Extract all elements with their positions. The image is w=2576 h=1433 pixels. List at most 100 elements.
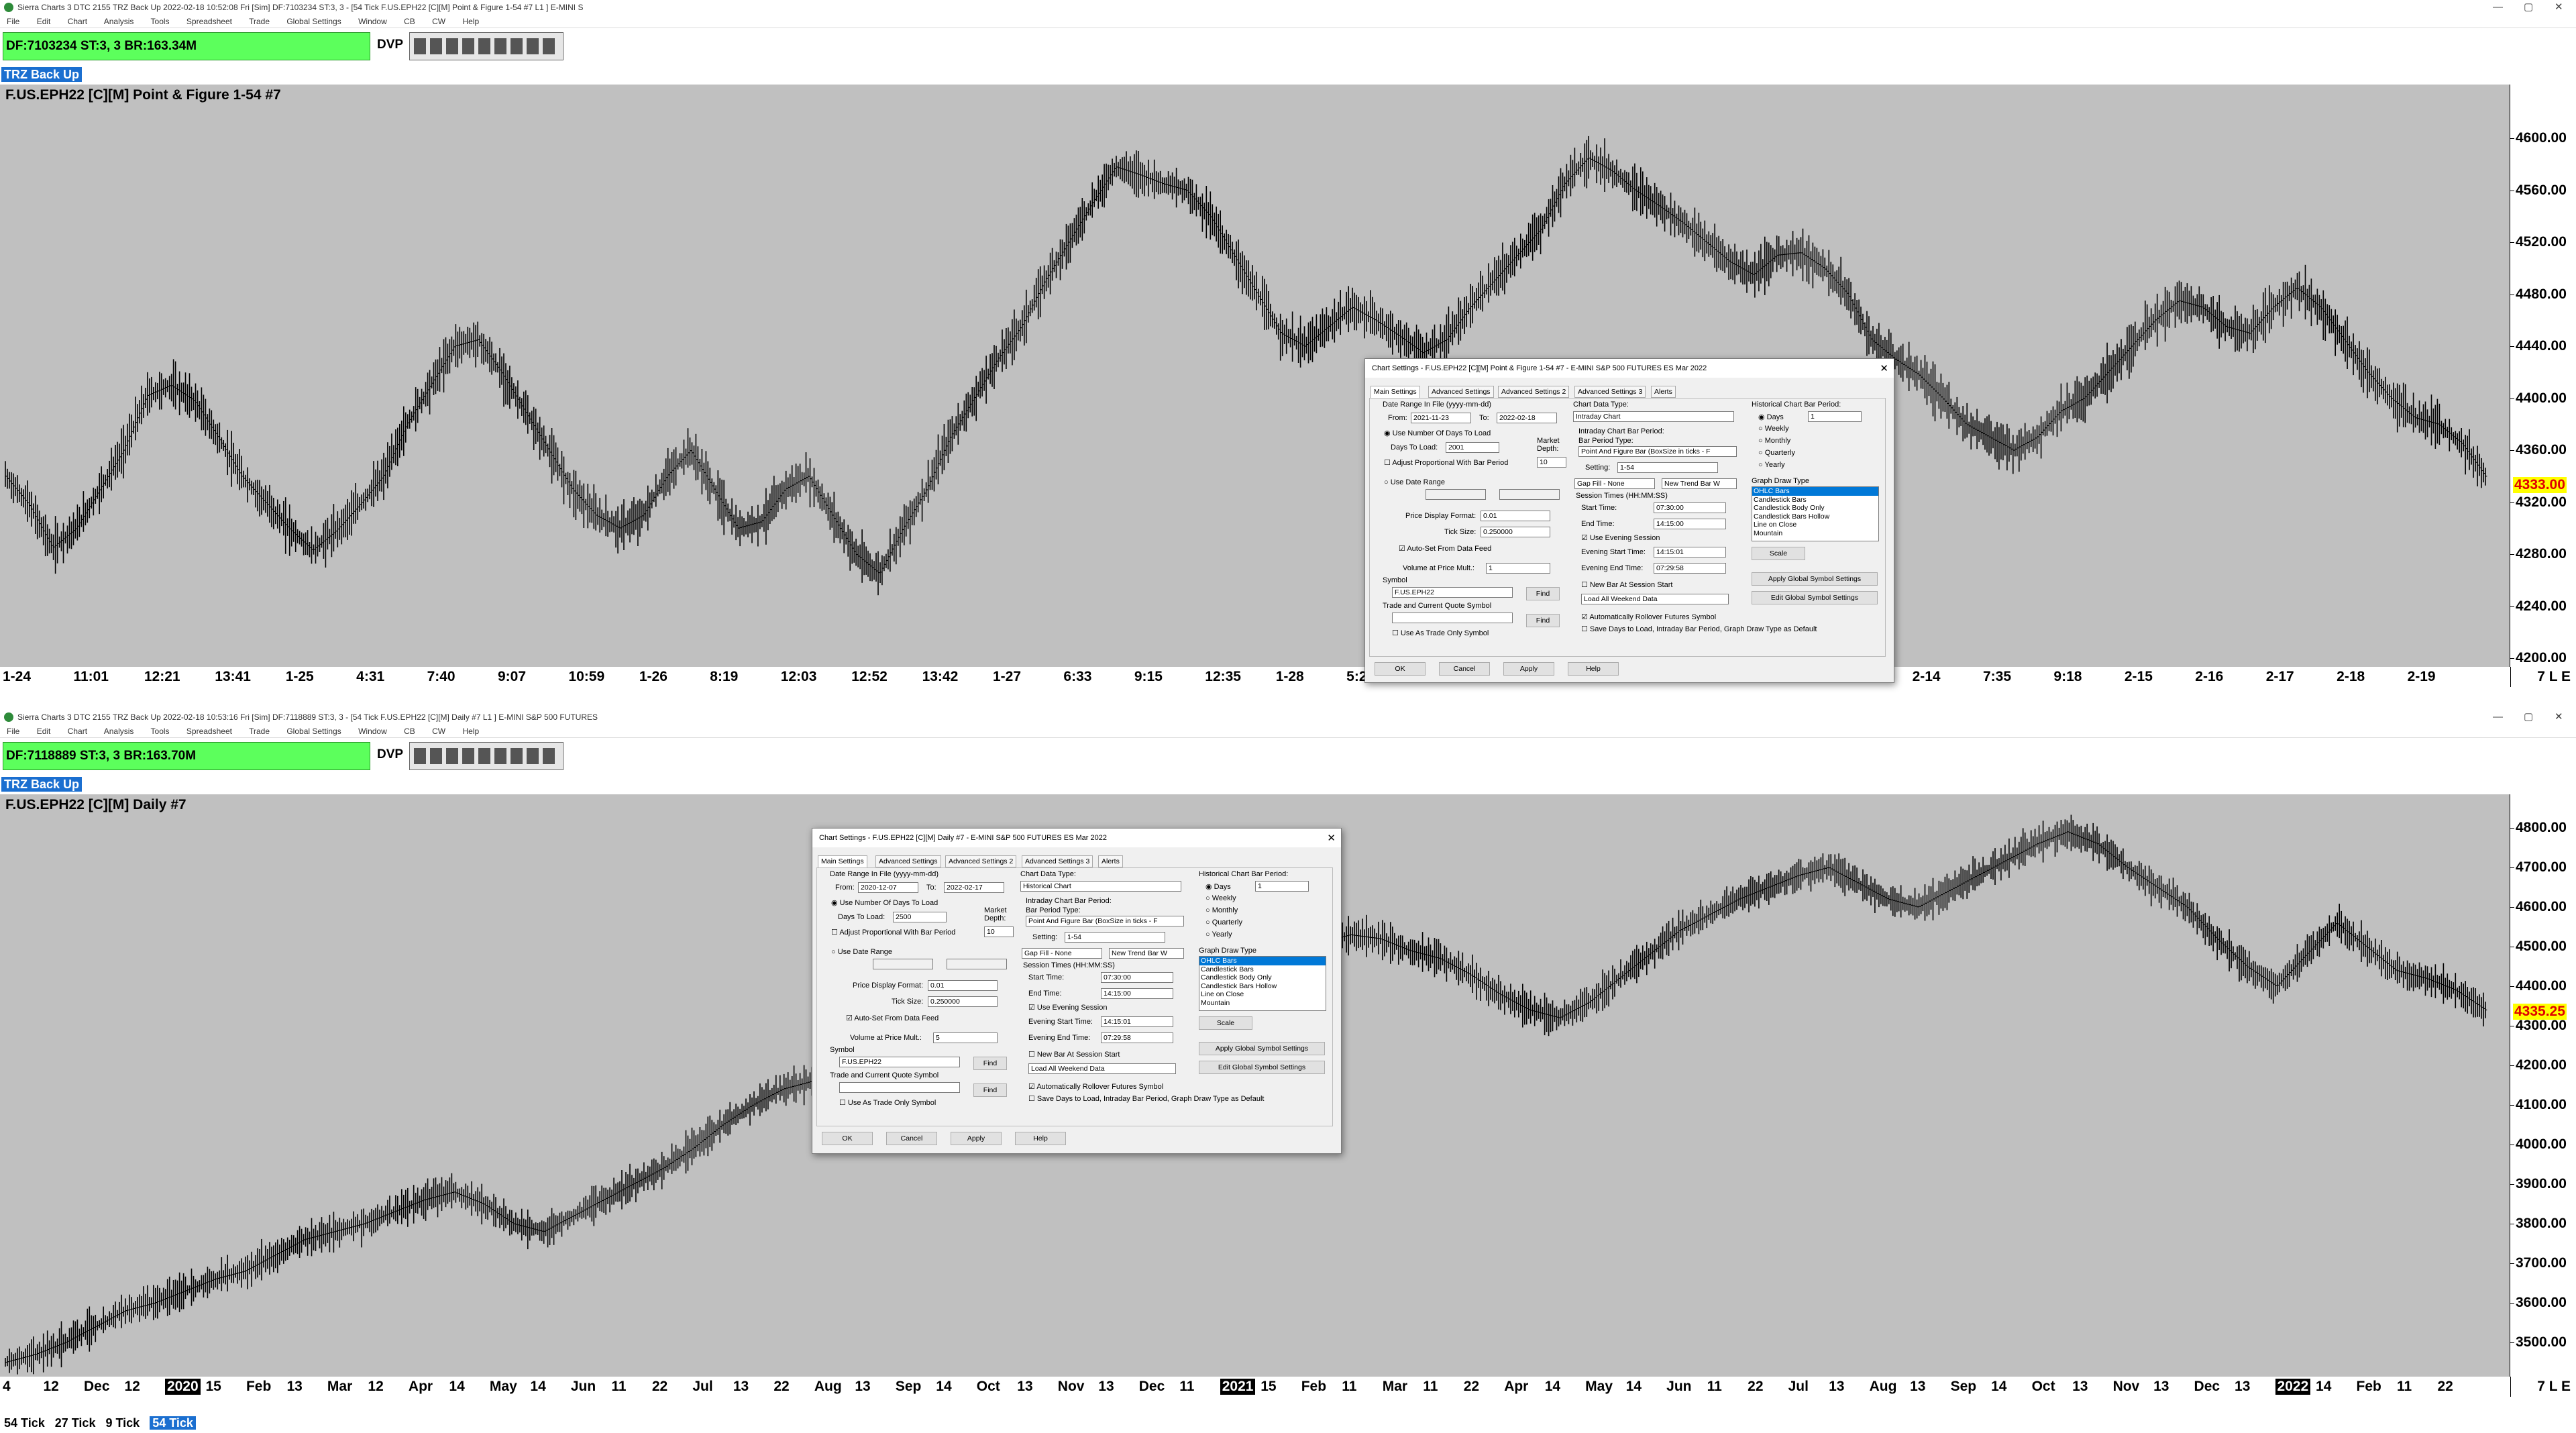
menu-edit[interactable]: Edit (36, 17, 51, 26)
current-price-label: 4333.00 (2513, 477, 2567, 494)
time-label: 12:21 (144, 669, 180, 684)
window-title: Sierra Charts 3 DTC 2155 TRZ Back Up 202… (17, 3, 584, 12)
study-bar: TRZ Back Up (0, 64, 2576, 85)
toolbar-button[interactable] (543, 748, 555, 764)
toolbar-button[interactable] (446, 748, 458, 764)
toolbar-tools[interactable] (409, 32, 564, 60)
toolbar: DF:7118889 ST:3, 3 BR:163.70M DVP (0, 738, 2576, 774)
time-label: 7:35 (1983, 669, 2012, 684)
toolbar: DF:7103234 ST:3, 3 BR:163.34M DVP (0, 28, 2576, 64)
minimize-icon[interactable]: — (2493, 1, 2503, 13)
menu-trade[interactable]: Trade (249, 727, 270, 736)
price-label: 4480.00 (2510, 286, 2567, 302)
time-label: 7:40 (427, 669, 455, 684)
price-scale[interactable]: 4600.00 4560.00 4520.00 4480.00 4440.00 4400.… (2510, 85, 2576, 667)
minimize-icon[interactable]: — (2493, 711, 2503, 723)
menu-cb[interactable]: CB (404, 727, 415, 736)
menu-window[interactable]: Window (358, 727, 387, 736)
time-label: 8:19 (710, 669, 739, 684)
time-axis[interactable]: 1-24 11:01 12:21 13:41 1-25 4:31 7:40 9:07 10:59… (0, 667, 2510, 687)
toolbar-button[interactable] (511, 38, 523, 54)
menu-chart[interactable]: Chart (67, 727, 88, 736)
menu-edit[interactable]: Edit (36, 727, 51, 736)
time-label: 1-26 (639, 669, 667, 684)
toolbar-button[interactable] (478, 38, 490, 54)
menu-spreadsheet[interactable]: Spreadsheet (186, 727, 232, 736)
data-feed-status: DF:7118889 ST:3, 3 BR:163.70M (3, 742, 370, 770)
study-bar: TRZ Back Up (0, 774, 2576, 794)
toolbar-button[interactable] (527, 38, 539, 54)
menu-file[interactable]: File (7, 727, 20, 736)
app-icon (4, 712, 13, 722)
toolbar-button[interactable] (543, 38, 555, 54)
menu-help[interactable]: Help (462, 17, 480, 26)
price-label: 4520.00 (2510, 234, 2567, 250)
time-label: 2-17 (2265, 669, 2294, 684)
menu-bar: File Edit Chart Analysis Tools Spreadshe… (0, 15, 2576, 28)
price-label: 4200.00 (2510, 650, 2567, 666)
time-label: 2-14 (1912, 669, 1941, 684)
menu-cw[interactable]: CW (432, 727, 446, 736)
chart-title: F.US.EPH22 [C][M] Point & Figure 1-54 #7 (5, 87, 281, 103)
menu-tools[interactable]: Tools (150, 727, 170, 736)
menu-window[interactable]: Window (358, 17, 387, 26)
menu-cw[interactable]: CW (432, 17, 446, 26)
time-label: 2-16 (2195, 669, 2224, 684)
maximize-icon[interactable]: ▢ (2524, 1, 2534, 13)
price-label: 4600.00 (2510, 130, 2567, 146)
toolbar-button[interactable] (430, 38, 442, 54)
price-label: 4240.00 (2510, 598, 2567, 614)
toolbar-button[interactable] (494, 38, 506, 54)
study-button-trz[interactable]: TRZ Back Up (1, 67, 83, 82)
close-icon[interactable]: ✕ (2555, 1, 2563, 13)
dvp-button[interactable]: DVP (377, 38, 404, 52)
time-label: 11:01 (73, 669, 109, 684)
time-label: 9:07 (498, 669, 527, 684)
menu-global-settings[interactable]: Global Settings (286, 17, 341, 26)
toolbar-button[interactable] (414, 38, 426, 54)
time-label: 13:41 (215, 669, 251, 684)
price-label: 4280.00 (2510, 546, 2567, 562)
study-button-trz[interactable]: TRZ Back Up (1, 777, 83, 792)
time-label: 12:35 (1205, 669, 1241, 684)
time-label: 1-25 (285, 669, 314, 684)
toolbar-button[interactable] (430, 748, 442, 764)
toolbar-button[interactable] (414, 748, 426, 764)
menu-spreadsheet[interactable]: Spreadsheet (186, 17, 232, 26)
time-label: 2-15 (2124, 669, 2153, 684)
toolbar-button[interactable] (446, 38, 458, 54)
menu-file[interactable]: File (7, 17, 20, 26)
chart-area[interactable]: F.US.EPH22 [C][M] Point & Figure 1-54 #7 (0, 85, 2510, 667)
toolbar-button[interactable] (494, 748, 506, 764)
time-label: 12:03 (780, 669, 817, 684)
toolbar-button[interactable] (462, 38, 474, 54)
time-label: 9:15 (1134, 669, 1163, 684)
app-icon (4, 3, 13, 12)
time-label: 1-24 (3, 669, 32, 684)
window-titlebar: Sierra Charts 3 DTC 2155 TRZ Back Up 202… (0, 710, 2576, 725)
time-label: 2-18 (2337, 669, 2365, 684)
price-label: 4320.00 (2510, 494, 2567, 510)
window-titlebar: Sierra Charts 3 DTC 2155 TRZ Back Up 202… (0, 0, 2576, 15)
menu-trade[interactable]: Trade (249, 17, 270, 26)
toolbar-tools[interactable] (409, 742, 564, 770)
maximize-icon[interactable]: ▢ (2524, 711, 2534, 723)
price-label: 4440.00 (2510, 338, 2567, 354)
toolbar-button[interactable] (511, 748, 523, 764)
corner-label: 7 L E (2510, 667, 2576, 687)
menu-help[interactable]: Help (462, 727, 480, 736)
time-label: 1-28 (1275, 669, 1304, 684)
dvp-button[interactable]: DVP (377, 747, 404, 761)
menu-tools[interactable]: Tools (150, 17, 170, 26)
time-label: 12:52 (851, 669, 888, 684)
time-label: 10:59 (568, 669, 605, 684)
menu-global-settings[interactable]: Global Settings (286, 727, 341, 736)
toolbar-button[interactable] (462, 748, 474, 764)
menu-chart[interactable]: Chart (67, 17, 88, 26)
menu-analysis[interactable]: Analysis (103, 727, 134, 736)
toolbar-button[interactable] (478, 748, 490, 764)
toolbar-button[interactable] (527, 748, 539, 764)
menu-analysis[interactable]: Analysis (103, 17, 134, 26)
close-icon[interactable]: ✕ (2555, 711, 2563, 723)
menu-cb[interactable]: CB (404, 17, 415, 26)
